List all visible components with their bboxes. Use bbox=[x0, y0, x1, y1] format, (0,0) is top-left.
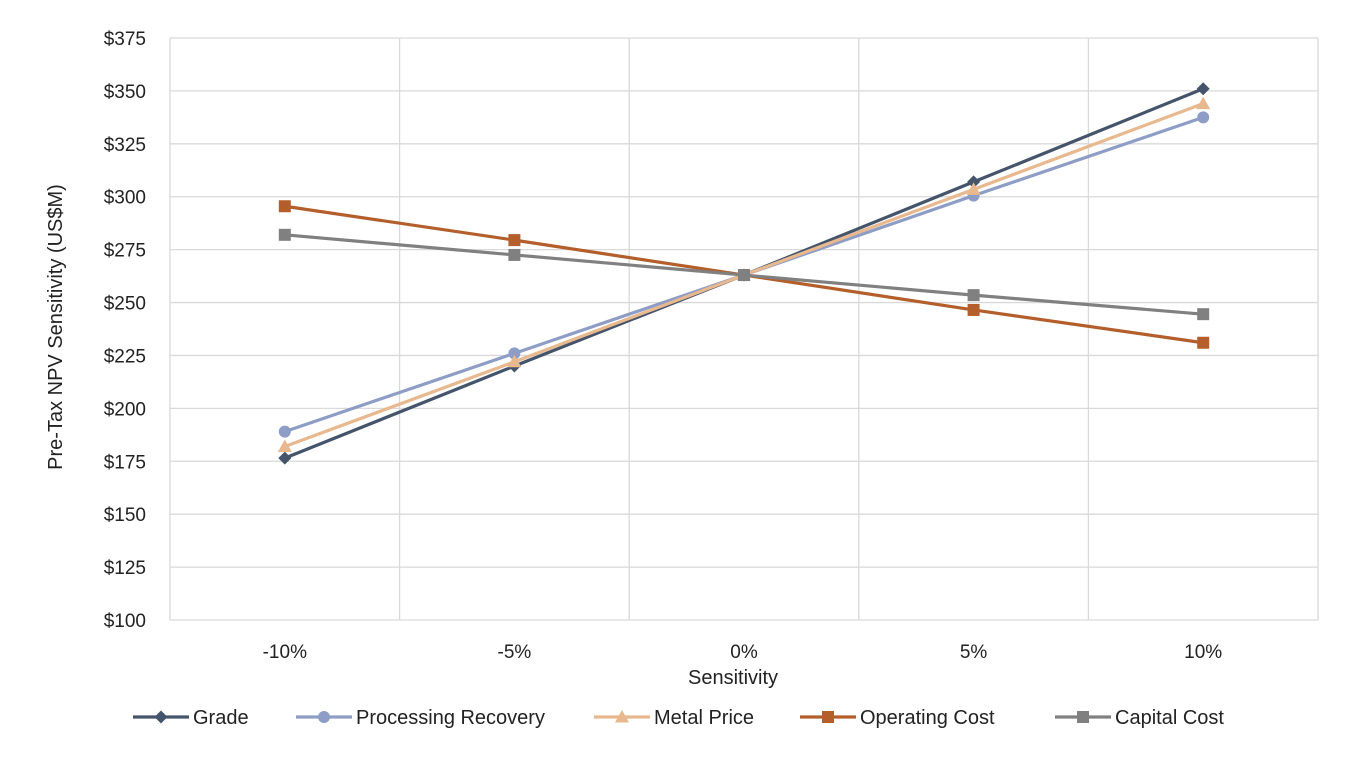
legend-item-operating-cost: Operating Cost bbox=[800, 707, 995, 729]
grade-point bbox=[278, 451, 292, 465]
legend-label: Metal Price bbox=[654, 707, 754, 729]
legend-item-processing-recovery: Processing Recovery bbox=[296, 707, 545, 729]
legend-label: Processing Recovery bbox=[356, 707, 545, 729]
y-tick-label: $375 bbox=[104, 29, 146, 50]
legend-swatch-marker bbox=[615, 710, 629, 723]
x-tick-label: -10% bbox=[263, 642, 307, 663]
metal-price-point bbox=[1196, 96, 1211, 110]
x-tick-label: -5% bbox=[498, 642, 532, 663]
y-axis-ticks: $100 $125 $150 $175 $200 $225 $250 $275 $300 $325… bbox=[104, 29, 146, 632]
legend-label: Capital Cost bbox=[1115, 707, 1224, 729]
operating-cost-point bbox=[508, 234, 521, 247]
capital-cost-point bbox=[278, 228, 291, 241]
legend-swatch-marker bbox=[822, 711, 834, 723]
capital-cost-point bbox=[967, 289, 980, 302]
processing-recovery-point bbox=[508, 347, 521, 360]
y-axis-title: Pre-Tax NPV Sensitivity (US$M) bbox=[45, 184, 67, 470]
capital-cost-point bbox=[1197, 308, 1210, 321]
metal-price-point bbox=[966, 182, 981, 195]
y-tick-label: $100 bbox=[104, 611, 146, 632]
processing-recovery-point bbox=[1197, 111, 1210, 124]
legend-swatch-marker bbox=[318, 711, 330, 723]
legend: Grade Processing Recovery Metal Price Opera… bbox=[133, 707, 1224, 729]
legend-item-grade: Grade bbox=[133, 707, 249, 729]
grade-point bbox=[1196, 82, 1210, 96]
capital-cost-point bbox=[738, 269, 750, 282]
x-tick-label: 0% bbox=[730, 642, 758, 663]
legend-item-metal-price: Metal Price bbox=[594, 707, 754, 729]
y-tick-label: $225 bbox=[104, 346, 146, 367]
x-axis-title: Sensitivity bbox=[688, 667, 778, 689]
y-tick-label: $350 bbox=[104, 82, 146, 103]
y-tick-label: $200 bbox=[104, 399, 146, 420]
legend-swatch-marker bbox=[1077, 711, 1089, 723]
operating-cost-point bbox=[1197, 336, 1210, 349]
legend-item-capital-cost: Capital Cost bbox=[1055, 707, 1224, 729]
gridlines bbox=[169, 37, 1319, 621]
x-tick-label: 10% bbox=[1184, 642, 1222, 663]
x-axis-ticks: -10% -5% 0% 5% 10% bbox=[263, 642, 1223, 663]
legend-swatch-marker bbox=[154, 710, 168, 724]
capital-cost-series bbox=[278, 228, 1210, 321]
x-tick-label: 5% bbox=[960, 642, 988, 663]
series-lines bbox=[277, 82, 1211, 465]
operating-cost-point bbox=[278, 200, 291, 213]
y-tick-label: $250 bbox=[104, 294, 146, 315]
y-tick-label: $325 bbox=[104, 135, 146, 156]
metal-price-point bbox=[277, 439, 292, 452]
legend-label: Grade bbox=[193, 707, 249, 729]
operating-cost-point bbox=[967, 303, 980, 316]
legend-label: Operating Cost bbox=[860, 707, 995, 729]
y-tick-label: $175 bbox=[104, 452, 146, 473]
processing-recovery-point bbox=[278, 425, 291, 438]
y-tick-label: $125 bbox=[104, 558, 146, 579]
y-tick-label: $150 bbox=[104, 505, 146, 526]
metal-price-point bbox=[507, 354, 522, 368]
grade-point bbox=[967, 175, 981, 189]
capital-cost-point bbox=[508, 248, 521, 261]
y-tick-label: $300 bbox=[104, 188, 146, 209]
y-tick-label: $275 bbox=[104, 241, 146, 262]
